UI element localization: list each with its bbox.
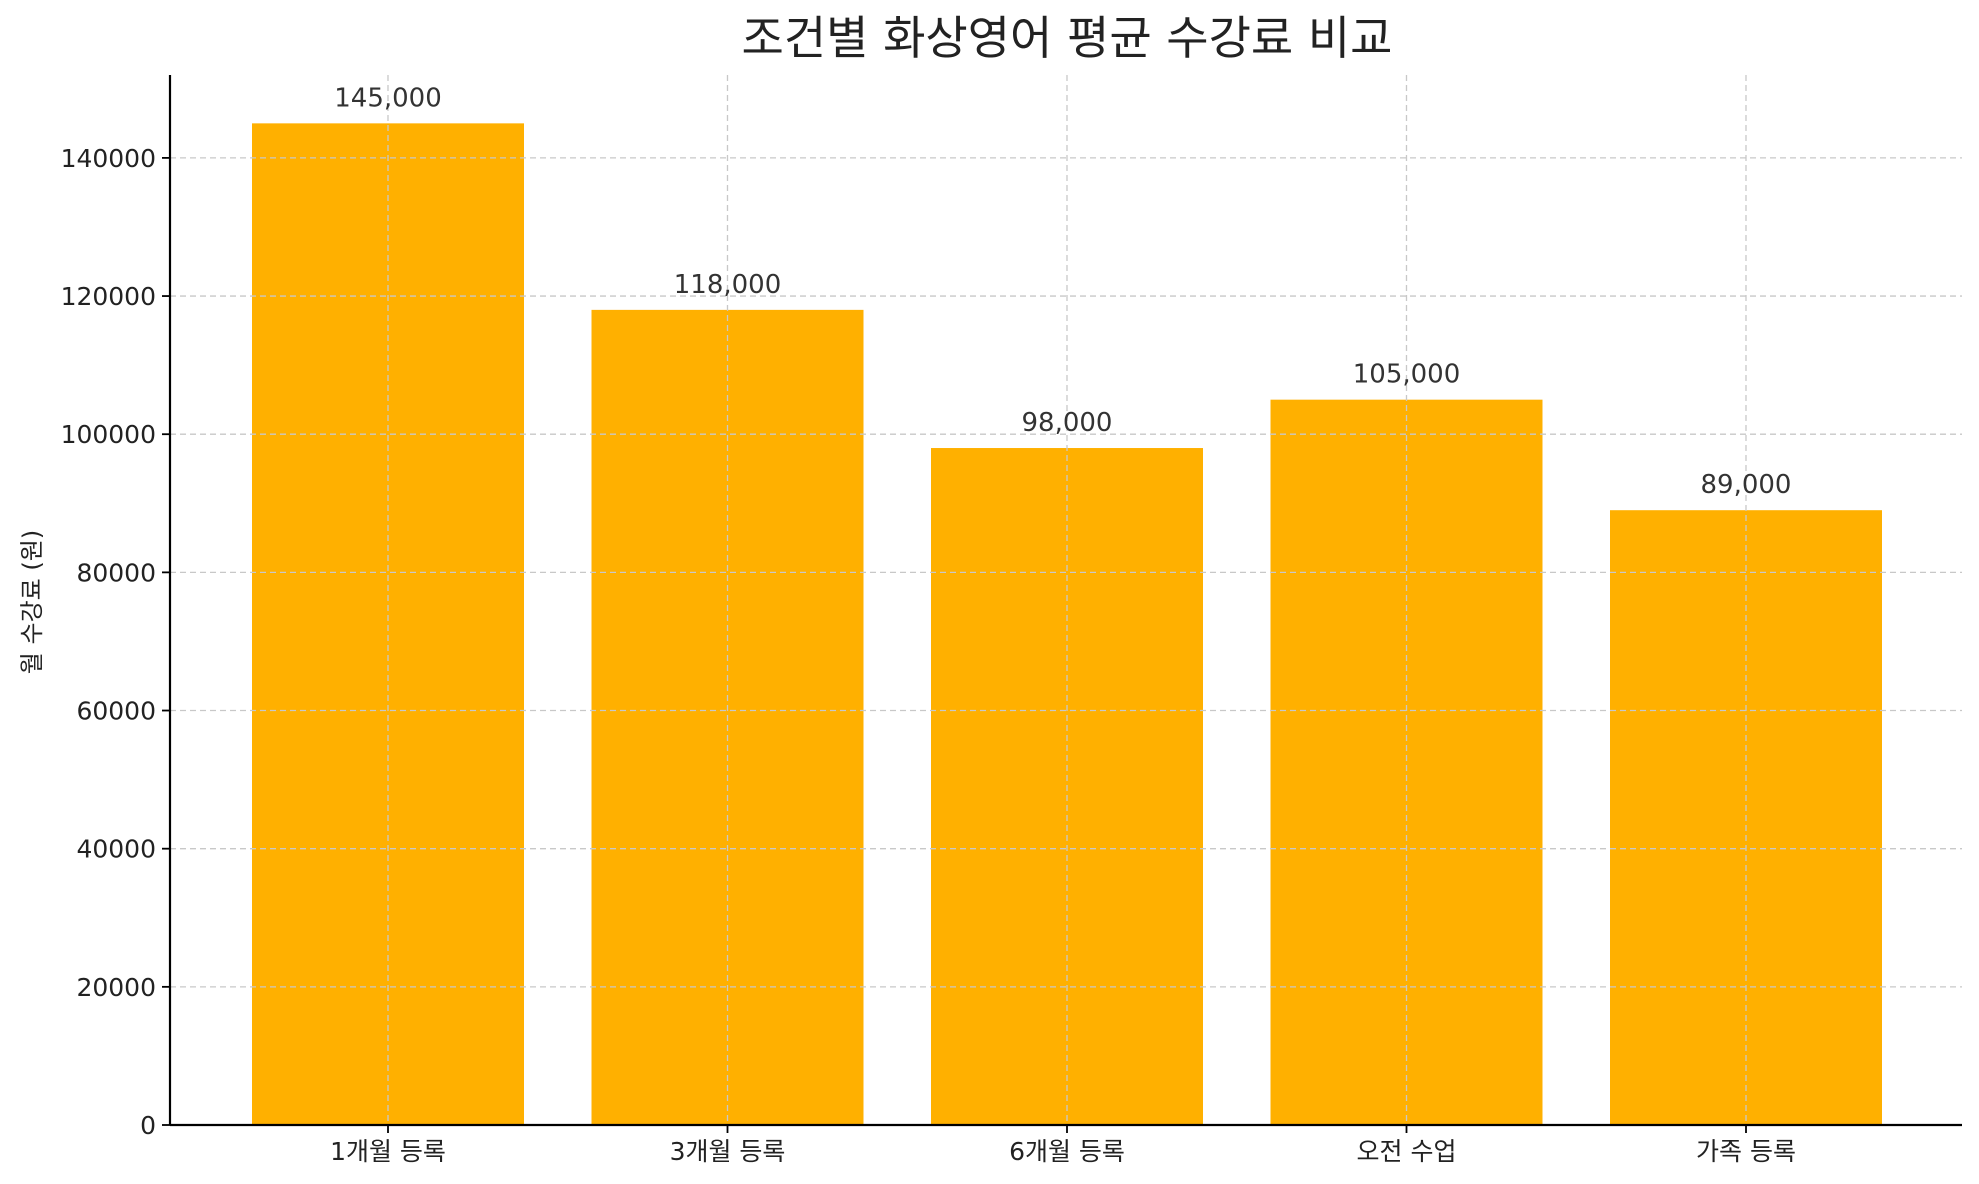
y-tick-label: 0: [140, 1111, 156, 1140]
y-tick-label: 20000: [76, 973, 156, 1002]
bar: [252, 123, 524, 1125]
axes: [168, 75, 1962, 1127]
y-tick-label: 60000: [76, 697, 156, 726]
x-tick-label: 오전 수업: [1357, 1137, 1457, 1166]
bars: [252, 123, 1882, 1126]
data-label: 118,000: [674, 270, 782, 300]
data-label: 98,000: [1022, 408, 1113, 438]
y-tick-label: 140000: [61, 144, 156, 173]
data-labels: 145,000 118,000 98,000 105,000 89,000: [334, 83, 1791, 500]
x-tick-label: 6개월 등록: [1009, 1137, 1125, 1166]
y-tick-label: 100000: [61, 420, 156, 449]
chart-title: 조건별 화상영어 평균 수강료 비교: [742, 11, 1393, 65]
data-label: 105,000: [1353, 360, 1461, 390]
y-tick-label: 80000: [76, 558, 156, 587]
x-axis-ticks: 1개월 등록 3개월 등록 6개월 등록 오전 수업 가족 등록: [330, 1125, 1796, 1166]
y-tick-label: 120000: [61, 282, 156, 311]
data-label: 145,000: [334, 83, 442, 113]
x-tick-label: 가족 등록: [1696, 1137, 1796, 1166]
y-tick-label: 40000: [76, 835, 156, 864]
data-label: 89,000: [1701, 470, 1792, 500]
grid-lines: [170, 75, 1962, 1125]
x-tick-label: 1개월 등록: [330, 1137, 446, 1166]
y-axis-label: 월 수강료 (원): [18, 530, 46, 674]
y-axis-ticks: 0 20000 40000 60000 80000 100000 120000 140000: [61, 144, 170, 1140]
x-tick-label: 3개월 등록: [670, 1137, 786, 1166]
